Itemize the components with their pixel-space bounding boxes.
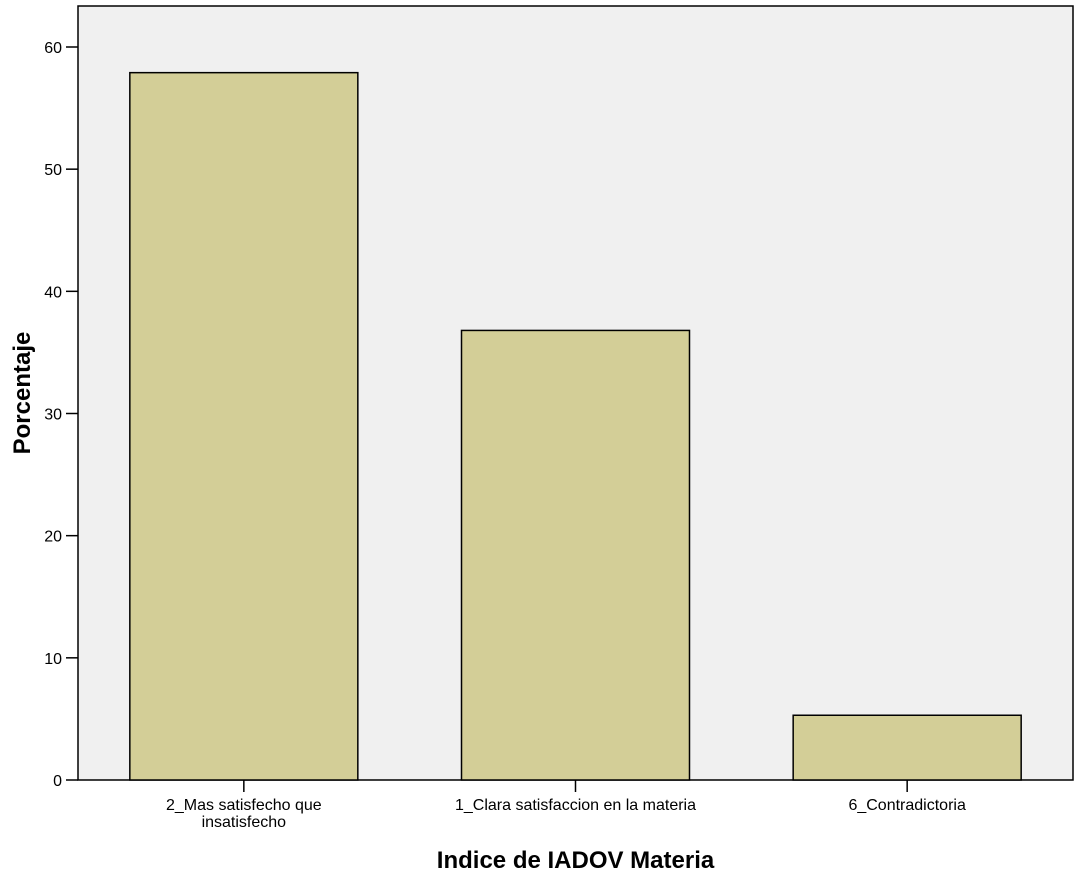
x-tick-label-1: 1_Clara satisfaccion en la materia: [455, 797, 696, 814]
y-tick-label-0: 0: [53, 773, 62, 790]
y-tick-label-6: 60: [44, 40, 62, 57]
y-tick-label-5: 50: [44, 162, 62, 179]
y-axis-title: Porcentaje: [9, 332, 36, 455]
axes-layer: 0 10 20 30 40 50 60 2_Mas satisfecho que insatis…: [44, 40, 966, 831]
bar-0: [129, 71, 359, 781]
bars-layer: [129, 71, 1022, 781]
y-tick-label-4: 40: [44, 284, 62, 301]
y-tick-label-2: 20: [44, 529, 62, 546]
x-tick-label-2: 6_Contradictoria: [848, 797, 966, 814]
x-axis-title: Indice de IADOV Materia: [437, 847, 715, 872]
bar-1: [460, 329, 691, 781]
bar-2: [792, 714, 1022, 781]
y-tick-label-3: 30: [44, 407, 62, 424]
y-tick-label-1: 10: [44, 651, 62, 668]
x-tick-label-0: 2_Mas satisfecho que insatisfecho: [166, 797, 322, 831]
